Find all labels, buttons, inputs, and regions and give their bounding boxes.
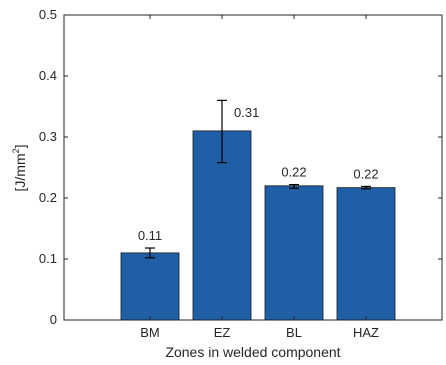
x-tick-label-haz: HAZ (353, 325, 379, 340)
x-tick-label-bl: BL (286, 325, 302, 340)
bar-bm (120, 252, 180, 321)
y-axis-label-main: [J/mm (12, 153, 28, 191)
axes-frame (63, 14, 443, 321)
labels-group: 0.11 0.31 0.22 0.22 (138, 105, 379, 243)
bar-bl (264, 185, 324, 321)
x-tick-label-bm: BM (140, 325, 160, 340)
error-bars-group (145, 99, 371, 259)
y-axis-label: [J/mm2] (11, 144, 28, 191)
x-axis-label: Zones in welded component (165, 344, 340, 360)
bar-haz (336, 187, 396, 321)
ticks-group: 0 0.1 0.2 0.3 0.4 0.5 BM EZ BL HAZ (39, 7, 442, 340)
y-tick-label: 0 (50, 312, 57, 327)
data-label-bl: 0.22 (281, 165, 306, 180)
y-tick-label: 0.4 (39, 68, 57, 83)
y-axis-label-close: ] (12, 144, 28, 148)
y-tick-label: 0.5 (39, 7, 57, 22)
data-label-ez: 0.31 (234, 105, 259, 120)
y-axis-label-sup: 2 (11, 148, 21, 153)
axes-box (63, 14, 443, 321)
bars-group (120, 130, 396, 321)
data-label-haz: 0.22 (353, 166, 378, 181)
y-tick-label: 0.2 (39, 190, 57, 205)
data-label-bm: 0.11 (138, 228, 162, 243)
x-tick-label-ez: EZ (214, 325, 231, 340)
y-tick-label: 0.1 (39, 251, 57, 266)
y-tick-label: 0.3 (39, 129, 57, 144)
